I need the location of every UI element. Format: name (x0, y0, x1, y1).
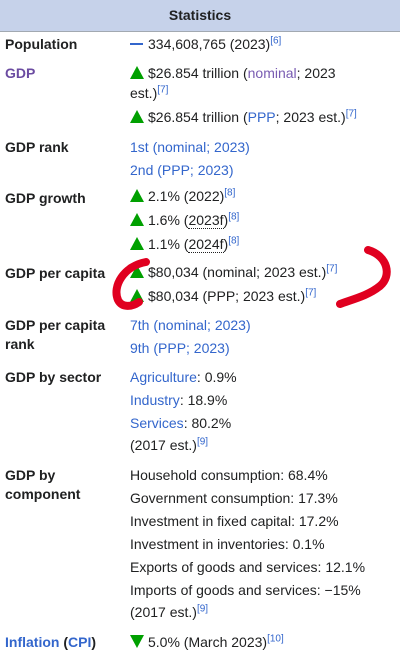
per-capita-value: $80,034 (nominal; 2023 est.) (148, 264, 327, 280)
inflation-text: 5.0% (March 2023) (148, 634, 268, 650)
sector-item-services: Services: 80.2% (130, 413, 231, 433)
increase-arrow-icon (130, 237, 144, 250)
ref-link[interactable]: [7] (157, 84, 169, 96)
rank-link-text[interactable]: 2nd (PPP; 2023) (130, 162, 234, 178)
decrease-arrow-icon (130, 635, 144, 648)
gdp-growth-line2: 1.6% (2023f)[8] (130, 210, 239, 230)
red-annotation-right-bracket (336, 246, 391, 308)
population-text: 334,608,765 (2023) (148, 36, 271, 52)
component-item: Imports of goods and services: −15% (130, 582, 361, 598)
sector-value: : 80.2% (183, 415, 232, 431)
ppp-link[interactable]: PPP (247, 109, 276, 125)
label-gdp-per-capita: GDP per capita (5, 265, 106, 281)
label-gdp-by-component-2: component (5, 486, 81, 502)
sector-note-text: (2017 est.) (130, 437, 197, 453)
inflation-value: 5.0% (March 2023)[10] (130, 632, 284, 652)
infobox-header: Statistics (0, 0, 400, 32)
paren-close: ) (223, 236, 229, 252)
label-population: Population (5, 36, 78, 52)
gdp-per-capita-line1: $80,034 (nominal; 2023 est.)[7] (130, 262, 337, 282)
per-capita-rank-nominal-link[interactable]: 7th (nominal; 2023) (130, 315, 251, 335)
gdp-ppp-year: ; 2023 est.) (275, 109, 346, 125)
rank-link-text[interactable]: 1st (nominal; 2023) (130, 139, 250, 155)
gdp-per-capita-line2: $80,034 (PPP; 2023 est.)[7] (130, 286, 316, 306)
label-inflation: Inflation (CPI) (5, 632, 96, 652)
forecast-abbr[interactable]: 2024f (188, 236, 224, 253)
sector-note: (2017 est.)[9] (130, 435, 208, 455)
cpi-link[interactable]: CPI (68, 634, 92, 650)
gdp-growth-line1: 2.1% (2022)[8] (130, 186, 235, 206)
ref-link[interactable]: [8] (228, 211, 240, 223)
ref-link[interactable]: [9] (196, 603, 209, 615)
value-gdp-line1: $26.854 trillion (nominal; 2023 (130, 63, 336, 83)
gdp-rank-ppp-link[interactable]: 2nd (PPP; 2023) (130, 160, 234, 180)
component-item: Exports of goods and services: 12.1% (130, 559, 366, 575)
services-link[interactable]: Services (130, 415, 184, 431)
sector-value: : 0.9% (196, 369, 237, 385)
component-item: Household consumption: 68.4% (130, 467, 328, 483)
gdp-amount: $26.854 trillion ( (148, 65, 248, 81)
ref-link[interactable]: [6] (270, 35, 282, 47)
increase-arrow-icon (130, 110, 144, 123)
nominal-link[interactable]: nominal (247, 65, 297, 81)
steady-dash-icon (130, 43, 143, 45)
gdp-year: ; 2023 (296, 65, 336, 81)
ref-link[interactable]: [7] (345, 108, 357, 120)
label-gdp-per-capita-rank-2: rank (5, 336, 35, 352)
forecast-abbr[interactable]: 2023f (188, 212, 224, 229)
increase-arrow-icon (130, 265, 144, 278)
increase-arrow-icon (130, 289, 144, 302)
ref-link[interactable]: [7] (305, 287, 317, 299)
component-item: Investment in fixed capital: 17.2% (130, 513, 339, 529)
component-note-text: (2017 est.) (130, 604, 197, 620)
ref-link[interactable]: [10] (267, 633, 284, 645)
gdp-growth-line3: 1.1% (2024f)[8] (130, 234, 239, 254)
label-gdp-by-component-1: GDP by (5, 467, 56, 483)
gdp-rank-nominal-link[interactable]: 1st (nominal; 2023) (130, 137, 250, 157)
sector-value: : 18.9% (179, 392, 228, 408)
label-gdp-rank: GDP rank (5, 139, 69, 155)
component-item: Government consumption: 17.3% (130, 490, 338, 506)
industry-link[interactable]: Industry (130, 392, 180, 408)
per-capita-value: $80,034 (PPP; 2023 est.) (148, 288, 306, 304)
gdp-ppp-amount: $26.854 trillion ( (148, 109, 248, 125)
growth-value: 1.6% ( (148, 212, 189, 228)
header-title: Statistics (168, 7, 232, 23)
component-item: Investment in inventories: 0.1% (130, 536, 325, 552)
ref-link[interactable]: [8] (224, 187, 236, 199)
ref-link[interactable]: [7] (326, 263, 338, 275)
increase-arrow-icon (130, 66, 144, 79)
growth-value: 1.1% ( (148, 236, 189, 252)
value-population: 334,608,765 (2023)[6] (130, 34, 281, 54)
growth-value: 2.1% (2022) (148, 188, 225, 204)
gdp-est: est.) (130, 85, 158, 101)
per-capita-rank-ppp-link[interactable]: 9th (PPP; 2023) (130, 338, 230, 358)
increase-arrow-icon (130, 213, 144, 226)
sector-item-industry: Industry: 18.9% (130, 390, 227, 410)
label-gdp-link[interactable]: GDP (5, 65, 36, 81)
ref-link[interactable]: [9] (196, 436, 209, 448)
rank-link-text[interactable]: 9th (PPP; 2023) (130, 340, 230, 356)
component-note: (2017 est.)[9] (130, 602, 208, 622)
paren-close: ) (91, 634, 97, 650)
rank-link-text[interactable]: 7th (nominal; 2023) (130, 317, 251, 333)
label-gdp-by-sector: GDP by sector (5, 369, 102, 385)
value-gdp-line1-cont: est.)[7] (130, 83, 168, 103)
value-gdp-line2: $26.854 trillion (PPP; 2023 est.)[7] (130, 107, 357, 127)
ref-link[interactable]: [8] (228, 235, 240, 247)
paren-open: ( (59, 634, 68, 650)
label-gdp-growth: GDP growth (5, 190, 86, 206)
paren-close: ) (223, 212, 229, 228)
inflation-link[interactable]: Inflation (5, 634, 60, 650)
agriculture-link[interactable]: Agriculture (130, 369, 197, 385)
label-gdp-per-capita-rank-1: GDP per capita (5, 317, 106, 333)
sector-item-agriculture: Agriculture: 0.9% (130, 367, 237, 387)
increase-arrow-icon (130, 189, 144, 202)
